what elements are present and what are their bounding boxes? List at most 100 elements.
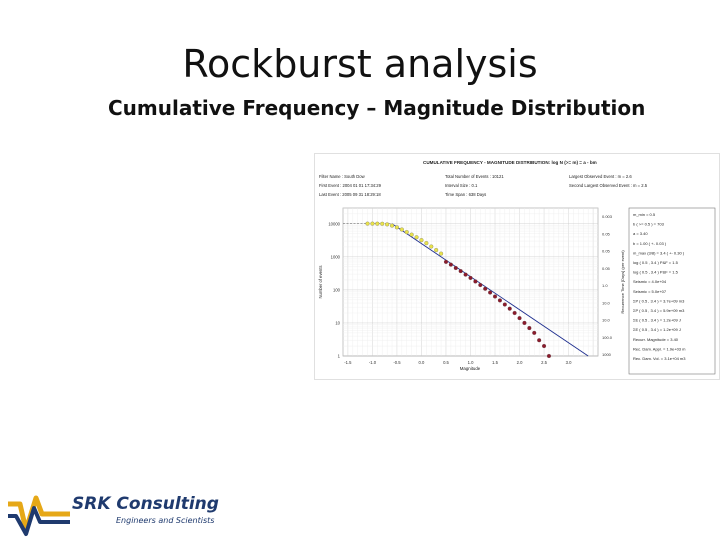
x-axis-label: Magnitude [460, 366, 481, 371]
slide-subtitle: Cumulative Frequency – Magnitude Distrib… [108, 96, 646, 120]
x-tick-label: 1.0 [468, 360, 474, 365]
x-tick-label: 3.0 [566, 360, 572, 365]
y-tick-label: 1000 [331, 254, 341, 259]
data-point-incomplete [424, 241, 429, 246]
data-point-incomplete [409, 232, 414, 237]
y2-tick-label: 0.05 [602, 249, 611, 254]
y-tick-label: 10000 [328, 221, 340, 226]
largest-event: Largest Observed Event : m = 2.6 [569, 174, 632, 179]
x-tick-label: -0.5 [393, 360, 401, 365]
data-point-complete [492, 294, 498, 299]
y2-tick-label: 0.003 [602, 214, 613, 219]
frequency-magnitude-chart: CUMULATIVE FREQUENCY - MAGNITUDE DISTRIB… [318, 160, 716, 375]
second-largest-event: Second Largest Observed Event : m = 2.5 [569, 183, 648, 188]
y-tick-label: 100 [333, 287, 341, 292]
x-tick-label: 2.0 [517, 360, 523, 365]
y2-tick-label: 0.05 [602, 231, 611, 236]
y-tick-label: 10 [335, 320, 340, 325]
filter-name: Filter Name : South Dow [319, 174, 366, 179]
data-point-complete [522, 320, 527, 325]
data-point-complete [507, 306, 512, 311]
stats-line: ΣE ( 0.5 , 3.4 ) = 1.2e+09 J [633, 327, 681, 332]
data-point-complete [532, 330, 537, 335]
x-tick-label: 2.5 [541, 360, 547, 365]
x-tick-label: 0.0 [419, 360, 425, 365]
data-point-complete [443, 259, 449, 264]
stats-line: ΣP ( 0.5 , 3.4 ) = 3.7e+09 m3 [633, 298, 685, 303]
stats-line: b = 1.00 ( +- 0.03 ) [633, 241, 667, 246]
chart-panel: CUMULATIVE FREQUENCY - MAGNITUDE DISTRIB… [314, 153, 720, 380]
data-point-incomplete [419, 238, 424, 243]
y2-tick-label: 1.0 [602, 283, 608, 288]
stats-line: ΣP ( 0.5 , 3.4 ) = 5.9e+09 m3 [633, 308, 685, 313]
data-point-complete [453, 265, 458, 271]
data-point-complete [488, 290, 493, 295]
data-point-incomplete [370, 221, 375, 226]
y2-tick-label: 10.0 [602, 318, 611, 323]
interval-size: Interval Size : 0.1 [445, 183, 478, 188]
stats-line: log ( 0.5 , 3.4 ) P&F = 1.5 [633, 270, 679, 275]
data-point-complete [497, 298, 502, 303]
x-tick-label: -1.5 [344, 360, 352, 365]
srk-logo-mark-icon [8, 495, 70, 536]
stats-line: Seismic = 5.0e+07 [633, 289, 667, 294]
time-span: Time Span : 638 Days [445, 192, 486, 197]
stats-line: b ( >= 0.5 ) = 703 [633, 222, 665, 227]
data-marks [343, 221, 589, 359]
grid [342, 207, 599, 357]
stats-lines: m_min = 0.5 b ( >= 0.5 ) = 703 a = 3.40 b =… [633, 212, 686, 361]
fit-line [391, 223, 589, 357]
y2-axis-label: Recurrence Time [Days] (per event) [620, 250, 625, 314]
data-point-complete [458, 269, 463, 274]
data-point-incomplete [414, 235, 419, 240]
y-tick-label: 1 [338, 354, 341, 359]
logo-tagline: Engineers and Scientists [116, 516, 215, 525]
stats-line: m_max (3/8) = 3.4 ( +- 0.30 ) [633, 250, 685, 255]
y2-tick-label: 1000 [602, 352, 612, 357]
axis-ticks: -1.5 -1.0 -0.5 0.0 0.5 1.0 1.5 2.0 2.5 3.01000010… [328, 214, 612, 365]
stats-line: log ( 0.5 , 3.4 ) P&F = 1.5 [633, 260, 679, 265]
y2-tick-label: 0.05 [602, 266, 611, 271]
y2-tick-label: 100.0 [602, 335, 613, 340]
stats-line: a = 3.40 [633, 231, 648, 236]
data-point-incomplete [365, 221, 370, 226]
chart-title: CUMULATIVE FREQUENCY - MAGNITUDE DISTRIB… [423, 160, 597, 165]
data-point-incomplete [399, 227, 404, 232]
slide-title: Rockburst analysis [182, 42, 538, 86]
data-point-complete [542, 344, 547, 349]
data-point-complete [502, 302, 507, 307]
x-tick-label: -1.0 [369, 360, 377, 365]
data-point-complete [468, 275, 473, 280]
y-axis-label: Number of events [318, 265, 323, 298]
data-point-incomplete [439, 251, 444, 256]
total-events: Total Number of Events : 10121 [445, 174, 504, 179]
data-point-complete [512, 310, 517, 316]
data-point-incomplete [429, 244, 434, 249]
srk-logo: SRK Consulting Engineers and Scientists [6, 494, 219, 538]
data-point-complete [517, 316, 522, 321]
data-point-incomplete [380, 221, 385, 226]
data-point-complete [546, 353, 551, 359]
stats-line: Rec. Dam. Vol. = 3.1e+04 m3 [633, 356, 686, 361]
logo-name: SRK Consulting [72, 494, 219, 514]
stats-line: Recurr. Magnitude = 3.40 [633, 337, 679, 342]
data-point-incomplete [394, 225, 399, 230]
stats-line: Rec. Dam. Appl. = 1.9e+03 m [633, 346, 686, 351]
data-point-complete [483, 286, 488, 291]
data-point-incomplete [404, 230, 409, 235]
data-point-complete [463, 272, 468, 277]
stats-panel [628, 207, 716, 375]
data-point-complete [448, 262, 453, 267]
stats-line: m_min = 0.5 [633, 212, 656, 217]
stats-line: Seismic = 4.0e+04 [633, 279, 667, 284]
data-point-incomplete [434, 248, 439, 253]
x-tick-label: 0.5 [443, 360, 449, 365]
data-point-incomplete [390, 223, 395, 228]
data-point-complete [478, 283, 483, 288]
first-event: First Event : 2004 01 01 17:34:29 [319, 183, 382, 188]
data-point-complete [473, 279, 478, 284]
data-point-incomplete [375, 221, 380, 226]
x-tick-label: 1.5 [492, 360, 498, 365]
last-event: Last Event : 2005 09 31 18:29:18 [319, 192, 381, 197]
y2-tick-label: 10.0 [602, 300, 611, 305]
